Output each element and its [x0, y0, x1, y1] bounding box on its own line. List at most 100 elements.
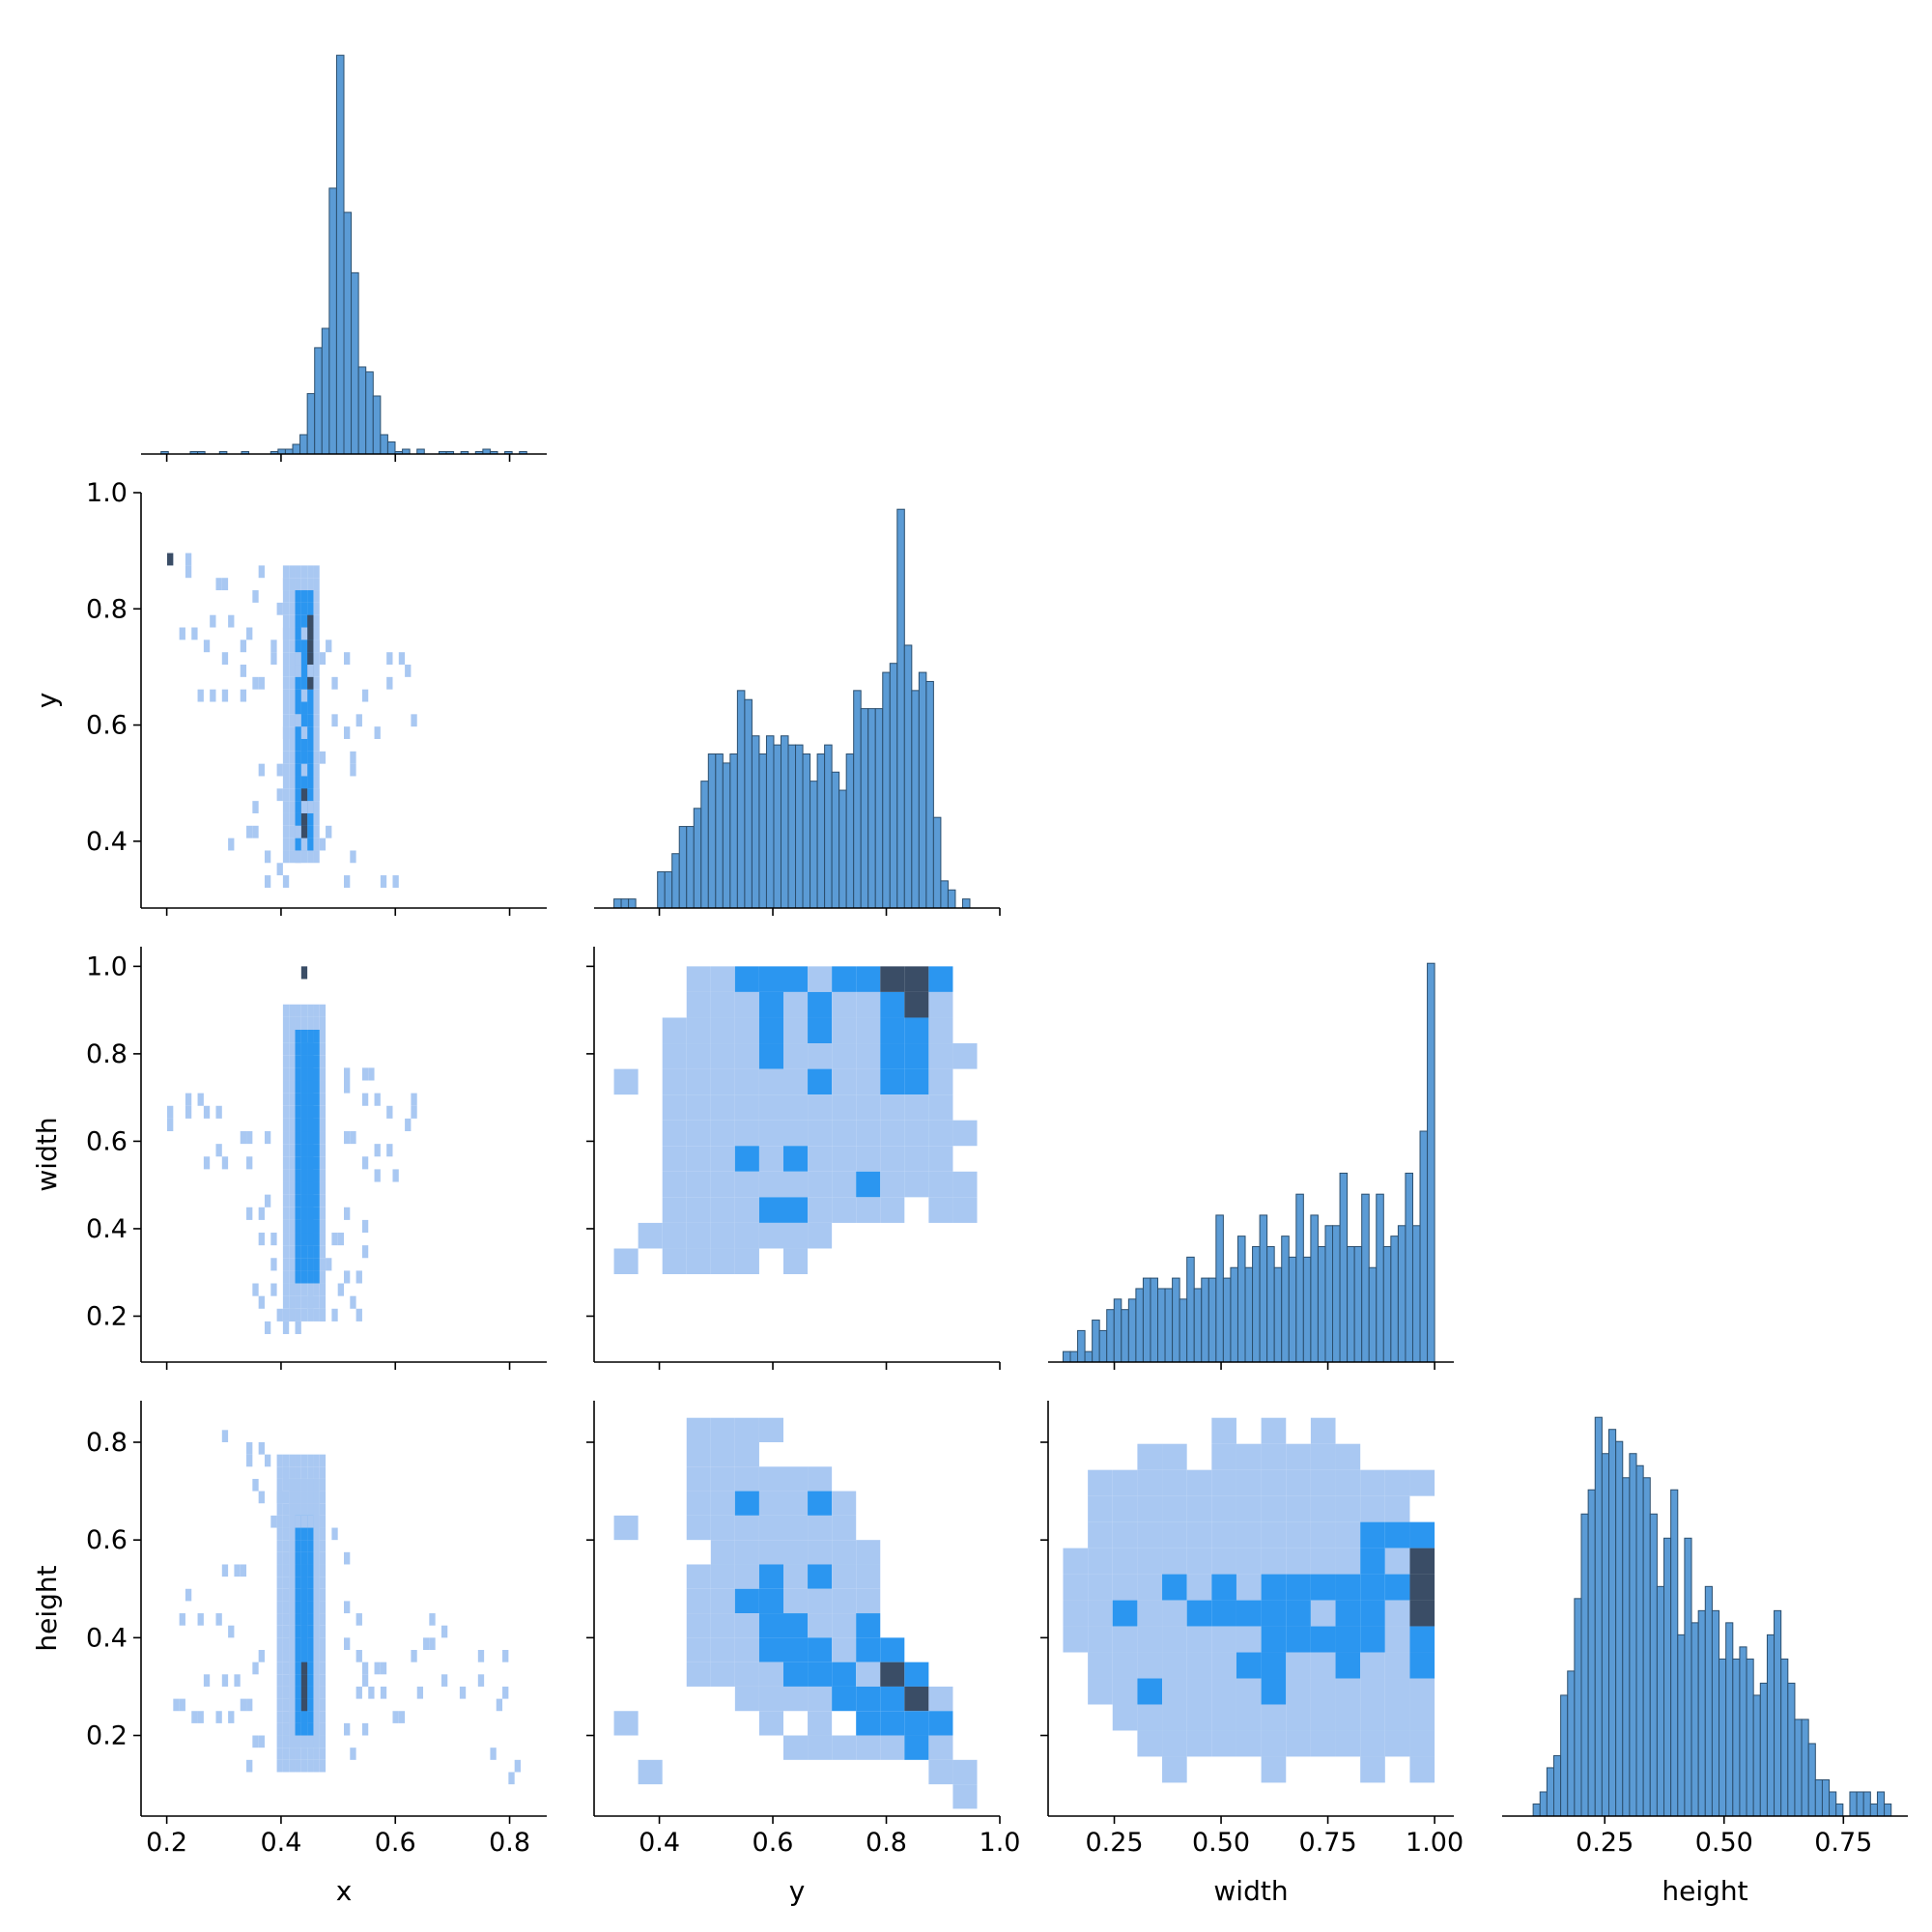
heat-cell	[392, 875, 399, 888]
heat-cell	[1384, 1548, 1410, 1575]
heat-cell	[1310, 1548, 1336, 1575]
heat-cell	[758, 1564, 783, 1589]
heat-cell	[307, 1515, 314, 1528]
heat-cell	[808, 966, 833, 992]
heat-cell	[289, 1080, 296, 1094]
heat-cell	[686, 1017, 711, 1044]
heat-cell	[282, 1004, 290, 1017]
heat-cell	[758, 1466, 783, 1492]
heat-cell	[300, 850, 308, 864]
heat-cell	[289, 1118, 296, 1132]
heat-cell	[282, 1295, 290, 1309]
heat-cell	[185, 565, 192, 579]
heat-cell	[319, 1747, 327, 1760]
hist-bar-height	[1635, 1464, 1644, 1817]
heat-cell	[295, 1747, 301, 1760]
heat-cell	[307, 1698, 314, 1712]
heat-cell	[307, 1759, 314, 1773]
heat-cell	[758, 1613, 783, 1638]
heat-cell	[295, 590, 301, 603]
heat-cell	[282, 714, 290, 727]
heat-cell	[319, 1491, 327, 1504]
heat-cell	[783, 1146, 809, 1172]
heat-cell	[734, 1120, 759, 1147]
heat-cell	[319, 751, 327, 764]
heat-cell	[276, 1650, 283, 1662]
heat-cell	[319, 1515, 327, 1528]
heat-cell	[295, 1067, 301, 1081]
heat-cell	[856, 1711, 881, 1736]
heat-cell	[808, 1588, 833, 1614]
heat-cell	[1211, 1443, 1236, 1470]
heat-cell	[289, 1491, 296, 1504]
heat-cell	[477, 1650, 485, 1662]
heat-cell	[289, 1283, 296, 1296]
heat-cell	[1360, 1495, 1385, 1522]
heat-cell	[264, 875, 271, 888]
heat-cell	[832, 1068, 857, 1095]
heat-cell	[295, 1156, 301, 1170]
heat-cell	[282, 1194, 290, 1208]
heat-cell	[686, 1417, 711, 1442]
hist-bar-height	[1849, 1791, 1858, 1817]
heat-cell	[758, 1417, 783, 1442]
heat-cell	[221, 1430, 229, 1442]
heat-cell	[307, 1207, 314, 1220]
heat-cell	[289, 1466, 296, 1479]
hist-bar-y	[925, 680, 934, 909]
heat-cell	[319, 1308, 327, 1321]
heat-cell	[326, 1258, 332, 1271]
heat-cell	[300, 788, 308, 802]
hist-bar-height	[1801, 1719, 1809, 1817]
heat-cell	[1384, 1626, 1410, 1653]
heat-cell	[167, 1105, 174, 1119]
heat-cell	[1286, 1652, 1311, 1679]
heat-cell	[282, 875, 290, 888]
heat-cell	[1335, 1521, 1361, 1548]
heat-cell	[313, 1030, 320, 1043]
panel-height-y: 0.4 0.6 0.8 1.0	[586, 1401, 1020, 1858]
heat-cell	[405, 665, 412, 677]
heat-cell	[258, 1491, 265, 1504]
heat-cell	[350, 751, 356, 764]
heat-cell	[185, 553, 192, 566]
hist-bar-width	[1376, 1193, 1384, 1363]
heat-cell	[880, 966, 905, 992]
heat-cell	[282, 726, 290, 739]
heat-cell	[215, 1105, 222, 1119]
heat-cell	[319, 1004, 327, 1017]
heat-cell	[300, 1540, 308, 1552]
heat-cell	[307, 676, 314, 690]
heat-cell	[613, 1068, 639, 1095]
hist-bar-width	[1157, 1288, 1166, 1363]
heat-cell	[319, 1650, 327, 1662]
heat-cell	[282, 1478, 290, 1492]
heat-cell	[289, 1478, 296, 1492]
heat-cell	[289, 1030, 296, 1043]
heat-cell	[307, 726, 314, 739]
heat-cell	[1335, 1443, 1361, 1470]
heat-cell	[234, 1674, 241, 1687]
heat-cell	[319, 1093, 327, 1106]
heat-cell	[1409, 1652, 1435, 1679]
heat-cell	[313, 1118, 320, 1132]
heat-cell	[313, 1674, 320, 1687]
heat-cell	[307, 1503, 314, 1516]
y-tick-label: 0.4	[86, 1214, 128, 1244]
heat-cell	[282, 676, 290, 690]
heat-cell	[289, 1588, 296, 1602]
heat-cell	[832, 1735, 857, 1760]
heat-cell	[289, 1131, 296, 1145]
heat-cell	[295, 1478, 301, 1492]
heat-cell	[295, 801, 301, 813]
heat-cell	[276, 1527, 283, 1541]
heat-cell	[1236, 1521, 1262, 1548]
heat-cell	[185, 1105, 192, 1119]
heat-cell	[1236, 1652, 1262, 1679]
heat-cell	[355, 1650, 362, 1662]
heat-cell	[270, 1283, 277, 1296]
hist-bar-x	[306, 392, 316, 455]
heat-cell	[264, 1454, 271, 1467]
hist-bar-height	[1649, 1513, 1658, 1817]
hist-bar-height	[1642, 1477, 1651, 1817]
